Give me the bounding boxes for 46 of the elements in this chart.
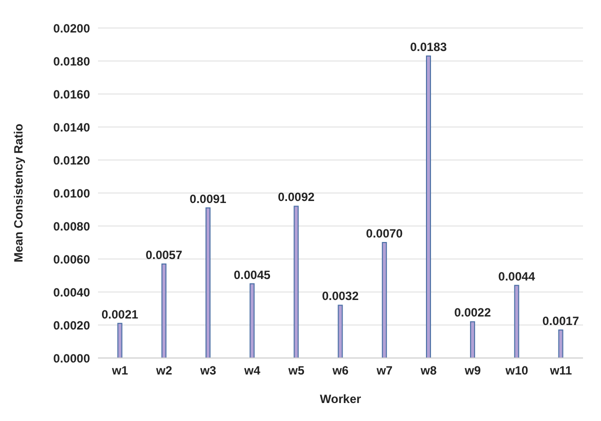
- x-tick-label: w1: [111, 364, 128, 378]
- data-label: 0.0092: [278, 190, 315, 204]
- y-tick-label: 0.0160: [53, 87, 90, 102]
- bar: [382, 242, 387, 358]
- data-label: 0.0022: [454, 306, 492, 320]
- bar: [117, 322, 122, 358]
- y-tick-label: 0.0020: [53, 318, 90, 332]
- x-tick-label: w4: [243, 364, 261, 378]
- x-tick-label: w2: [155, 364, 172, 378]
- x-tick-label: w8: [420, 364, 438, 378]
- y-tick-label: 0.0140: [53, 120, 90, 134]
- y-tick-label: 0.0000: [53, 351, 90, 366]
- y-axis-title: Mean Consistency Ratio: [11, 124, 26, 262]
- x-tick-label: w5: [287, 364, 305, 378]
- data-label: 0.0183: [410, 40, 448, 54]
- x-tick-label: w10: [504, 364, 529, 378]
- data-label: 0.0057: [146, 248, 183, 262]
- y-tick-label: 0.0040: [53, 285, 90, 300]
- data-label: 0.0021: [101, 307, 139, 322]
- y-tick-label: 0.0060: [53, 252, 90, 266]
- data-label: 0.0032: [322, 289, 359, 304]
- bar: [206, 207, 211, 358]
- x-tick-label: w9: [464, 364, 482, 378]
- bar: [250, 283, 255, 358]
- y-tick-label: 0.0120: [53, 153, 90, 168]
- bar: [514, 284, 520, 358]
- data-label: 0.0017: [542, 314, 580, 328]
- bar: [338, 304, 343, 358]
- bar: [470, 321, 476, 358]
- x-tick-label: w11: [548, 364, 572, 378]
- data-label: 0.0044: [498, 269, 536, 284]
- x-tick-label: w3: [199, 364, 217, 378]
- bar: [294, 206, 299, 358]
- data-label: 0.0045: [234, 268, 271, 282]
- data-label: 0.0070: [366, 226, 404, 240]
- x-tick-label: w6: [331, 364, 349, 378]
- x-tick-label: w7: [376, 364, 393, 378]
- y-tick-label: 0.0080: [53, 219, 90, 234]
- x-axis-title: Worker: [320, 392, 362, 406]
- bar: [426, 56, 431, 358]
- bar: [161, 263, 166, 358]
- y-tick-label: 0.0100: [53, 186, 90, 200]
- y-tick-label: 0.0200: [53, 21, 90, 36]
- bar: [558, 329, 564, 358]
- data-label: 0.0091: [190, 192, 227, 206]
- y-tick-label: 0.0180: [53, 54, 90, 68]
